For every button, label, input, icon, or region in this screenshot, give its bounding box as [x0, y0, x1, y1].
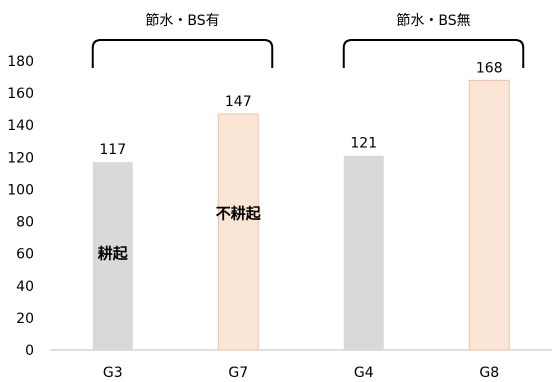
y-tick-label: 100: [7, 182, 34, 198]
y-tick-label: 180: [7, 54, 34, 70]
y-tick-label: 140: [7, 118, 34, 134]
bar-g4: [344, 156, 384, 350]
y-tick-label: 120: [7, 150, 34, 166]
group-label: 節水・BS有: [145, 12, 219, 29]
group-bracket: [93, 40, 273, 68]
y-tick-label: 40: [16, 279, 34, 295]
x-tick-label: G3: [103, 365, 123, 381]
data-label: 117: [99, 142, 126, 158]
x-tick-label: G4: [354, 365, 374, 381]
bar-g7: [218, 114, 258, 350]
y-tick-label: 160: [7, 86, 34, 102]
data-label: 147: [225, 94, 252, 110]
bar-annotation: 不耕起: [216, 205, 262, 223]
y-tick-label: 0: [25, 343, 34, 359]
bar-annotation: 耕起: [98, 245, 129, 263]
x-tick-label: G8: [479, 365, 499, 381]
y-tick-label: 60: [16, 247, 34, 263]
data-label: 121: [350, 136, 377, 152]
data-label: 168: [476, 60, 503, 76]
bar-g8: [469, 80, 509, 350]
group-label: 節水・BS無: [396, 12, 470, 29]
x-tick-label: G7: [228, 365, 248, 381]
y-tick-label: 20: [16, 311, 34, 327]
y-tick-label: 80: [16, 215, 34, 231]
